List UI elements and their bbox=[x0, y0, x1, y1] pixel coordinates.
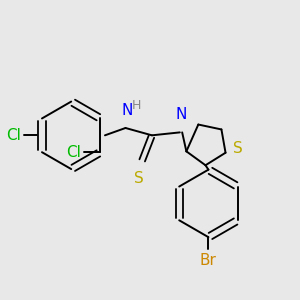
Text: Br: Br bbox=[200, 253, 217, 268]
Text: S: S bbox=[134, 170, 144, 185]
Text: H: H bbox=[132, 99, 141, 112]
Text: Cl: Cl bbox=[6, 128, 21, 143]
Text: N: N bbox=[176, 107, 187, 122]
Text: S: S bbox=[233, 141, 243, 156]
Text: Cl: Cl bbox=[67, 145, 81, 160]
Text: N: N bbox=[121, 103, 133, 118]
